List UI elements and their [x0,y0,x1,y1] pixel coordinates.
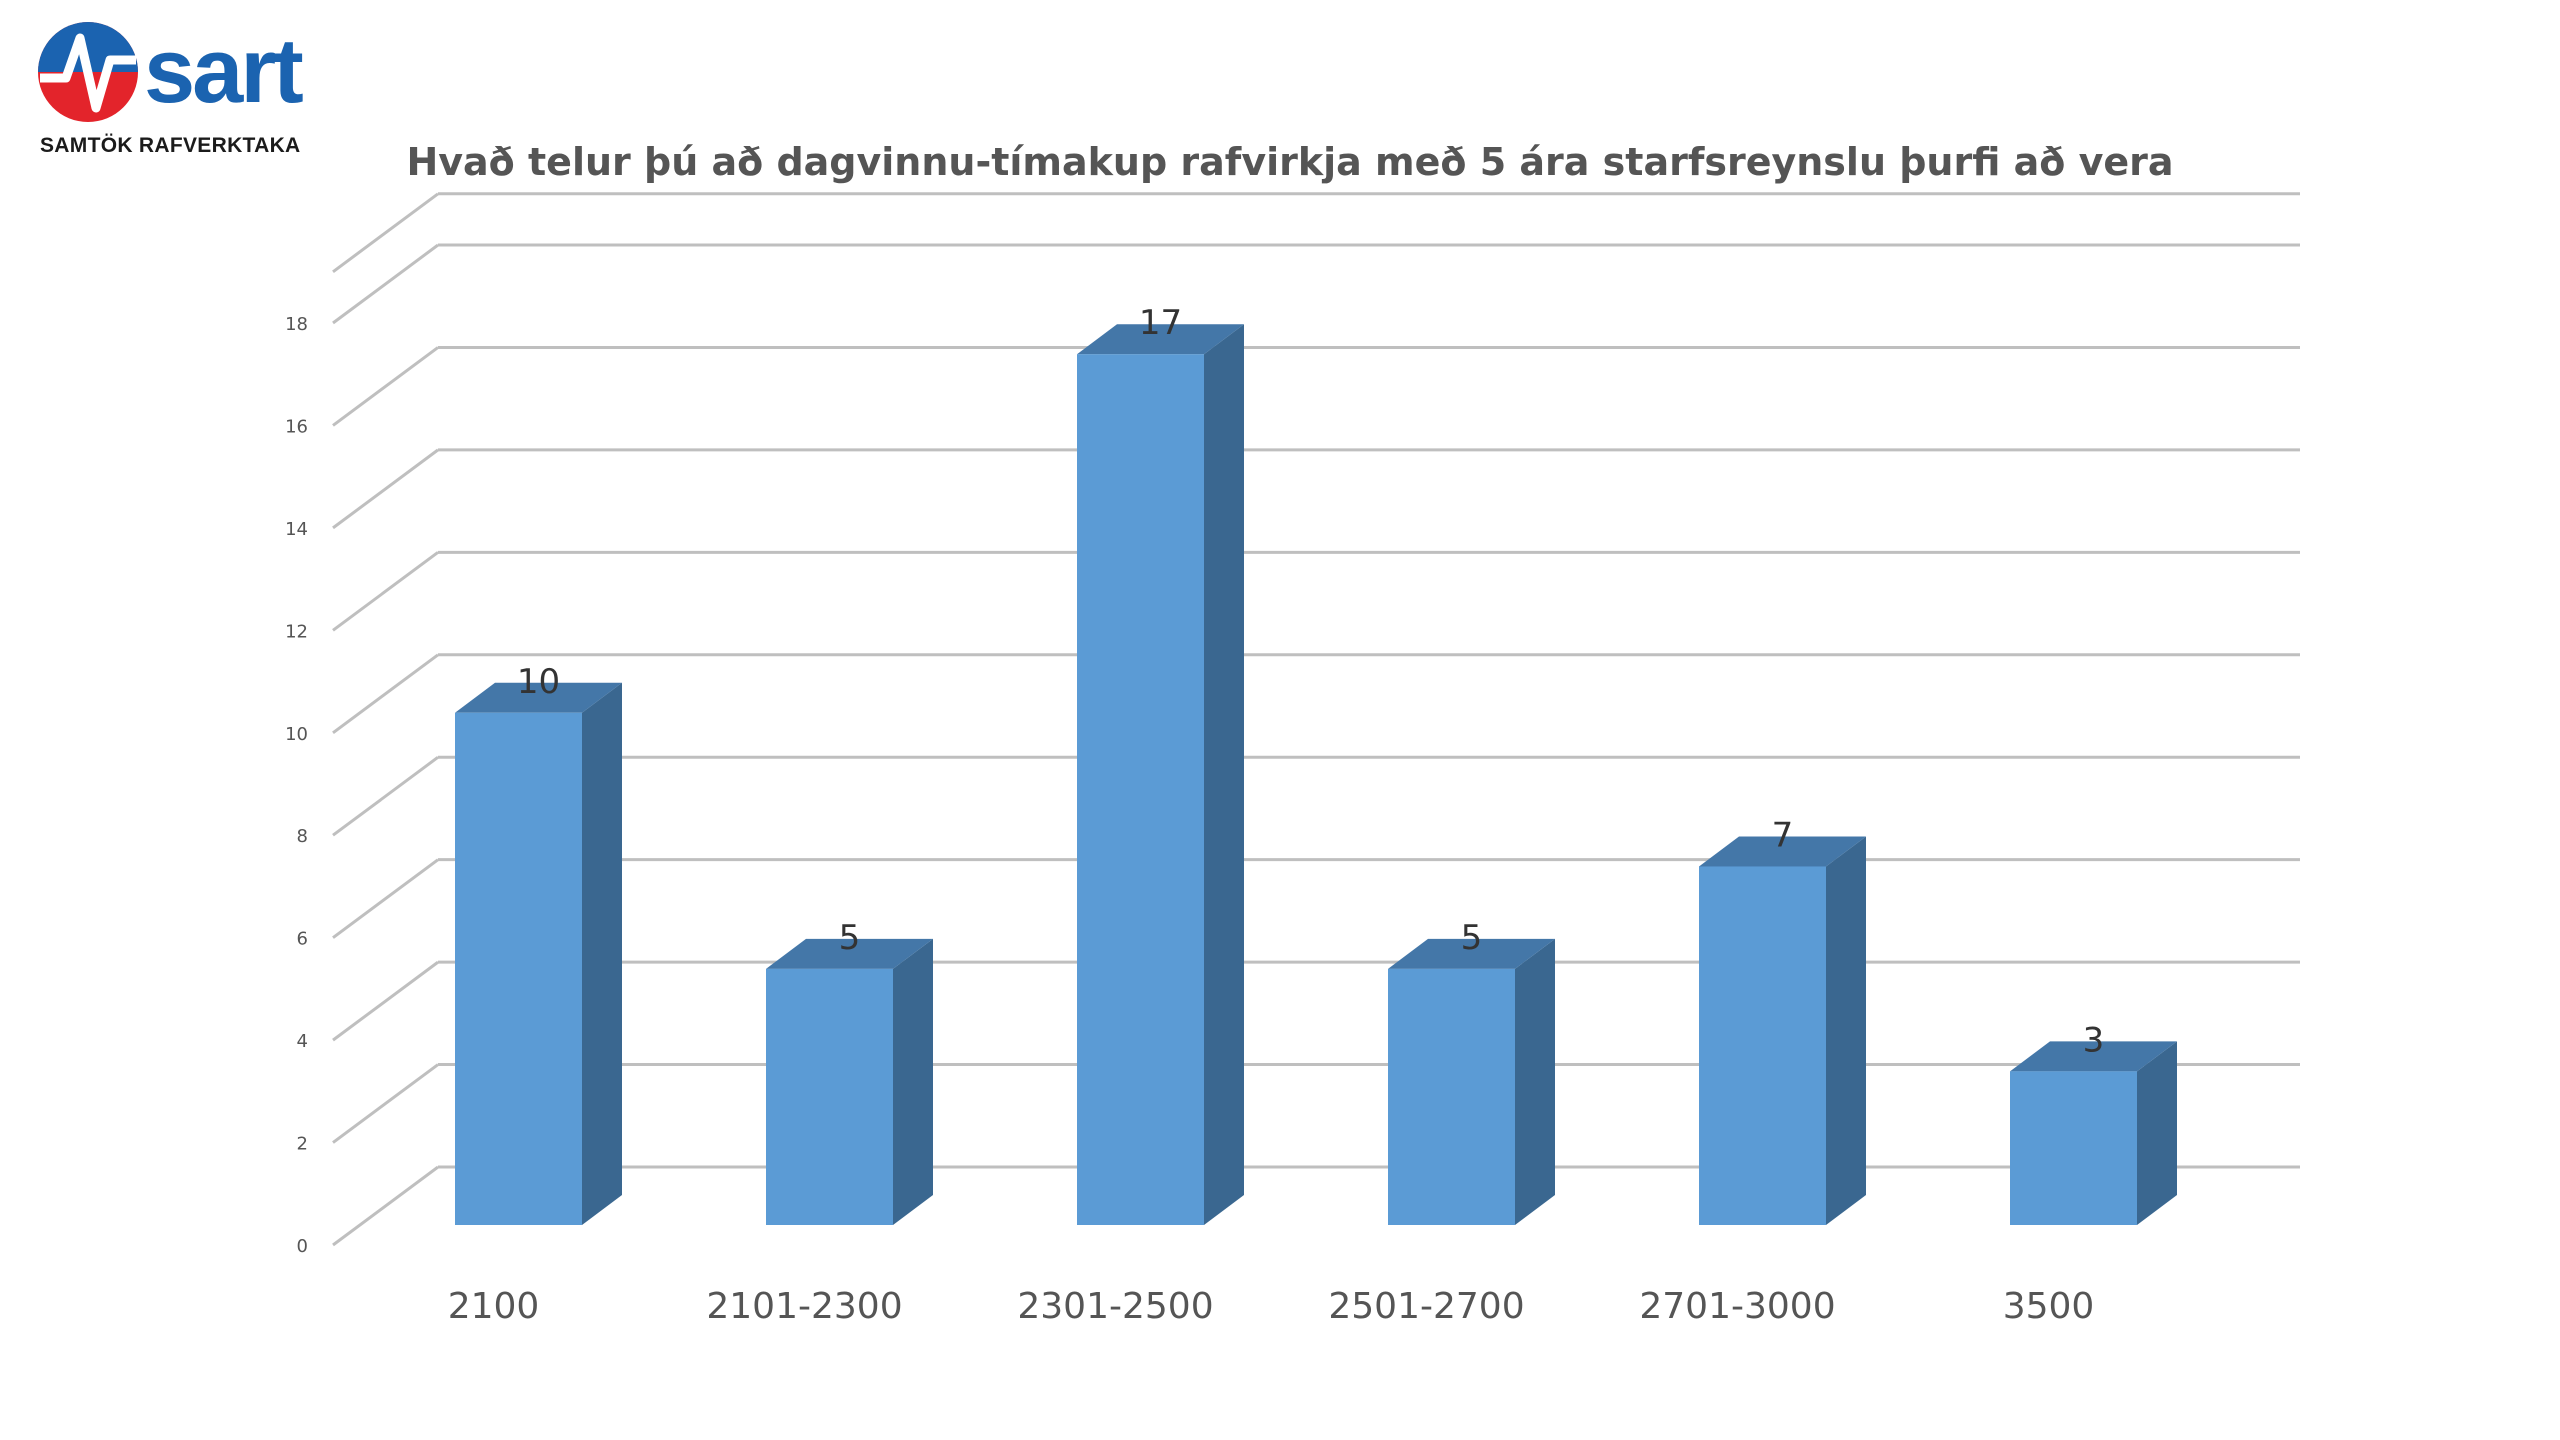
gridline-side [332,192,439,273]
bar-top-face [1388,938,1555,969]
x-category-label: 2701-3000 [1639,1286,1835,1327]
bar-top-face [455,682,622,713]
gridline-side [332,346,439,427]
bar-side-face [893,938,933,1225]
x-category-label: 3500 [2003,1286,2095,1327]
gridline-side [332,243,439,325]
chart-title-container: Hvað telur þú að dagvinnu-tímakup rafvir… [0,140,2560,184]
chart-title: Hvað telur þú að dagvinnu-tímakup rafvir… [406,140,2174,184]
bar-side-face [1515,938,1555,1225]
bar-2100 [455,682,622,1225]
bar-2701-3000 [1699,836,1866,1225]
y-tick-label: 2 [297,1134,308,1155]
bar-side-face [1826,836,1866,1225]
bar-top-face [766,938,933,969]
y-tick-label: 10 [285,724,308,745]
sart-logo: sart [38,20,306,122]
gridline-side [332,551,439,632]
bar-2301-2500 [1077,324,1244,1225]
bar-side-face [2137,1041,2177,1225]
y-tick-label: 6 [297,929,308,950]
y-tick-label: 4 [297,1031,308,1052]
chart-bars [455,324,2177,1225]
bar-top-face [2010,1041,2177,1072]
gridline-side [332,756,439,837]
data-label: 5 [839,918,861,958]
data-label: 3 [2083,1020,2105,1060]
bar-top-face [1699,836,1866,867]
chart-y-axis-ticks: 0 2 4 6 8 10 12 14 16 18 [285,314,308,1257]
x-category-label: 2101-2300 [706,1286,902,1327]
x-category-label: 2501-2700 [1328,1286,1524,1327]
gridline-side [332,858,439,939]
bar-side-face [582,682,622,1225]
bar-3500 [2010,1041,2177,1225]
bar-front-face [1388,968,1515,1225]
bar-front-face [455,712,582,1225]
bar-side-face [1204,324,1244,1225]
logo-wave [40,33,136,113]
gridline-side [332,1165,439,1247]
gridline-side [332,1063,439,1144]
y-tick-label: 0 [297,1236,308,1257]
bar-2501-2700 [1388,938,1555,1225]
gridline-side [332,653,439,734]
data-label: 17 [1139,303,1182,343]
x-category-label: 2301-2500 [1017,1286,1213,1327]
bar-top-face [1077,324,1244,355]
logo-brand-text: sart [144,20,303,122]
logo-subtitle: SAMTÖK RAFVERKTAKA [40,134,301,157]
gridline-side [332,960,439,1042]
data-label: 7 [1772,815,1794,855]
gridline-side [332,448,439,530]
y-tick-label: 12 [285,621,308,642]
bar-front-face [766,968,893,1225]
data-label: 5 [1461,918,1483,958]
y-tick-label: 14 [285,519,308,540]
bar-2101-2300 [766,938,933,1225]
chart-gridlines [332,192,2300,1247]
bar-front-face [1077,354,1204,1225]
chart-data-labels: 10 5 17 5 7 3 [517,303,2104,1060]
bar-front-face [1699,866,1826,1225]
x-category-label: 2100 [448,1286,540,1327]
bar-front-face [2010,1071,2137,1225]
y-tick-label: 8 [297,826,308,847]
y-tick-label: 16 [285,416,308,437]
chart-x-axis-categories: 2100 2101-2300 2301-2500 2501-2700 2701-3000… [448,1286,2095,1327]
y-tick-label: 18 [285,314,308,335]
data-label: 10 [517,662,560,702]
